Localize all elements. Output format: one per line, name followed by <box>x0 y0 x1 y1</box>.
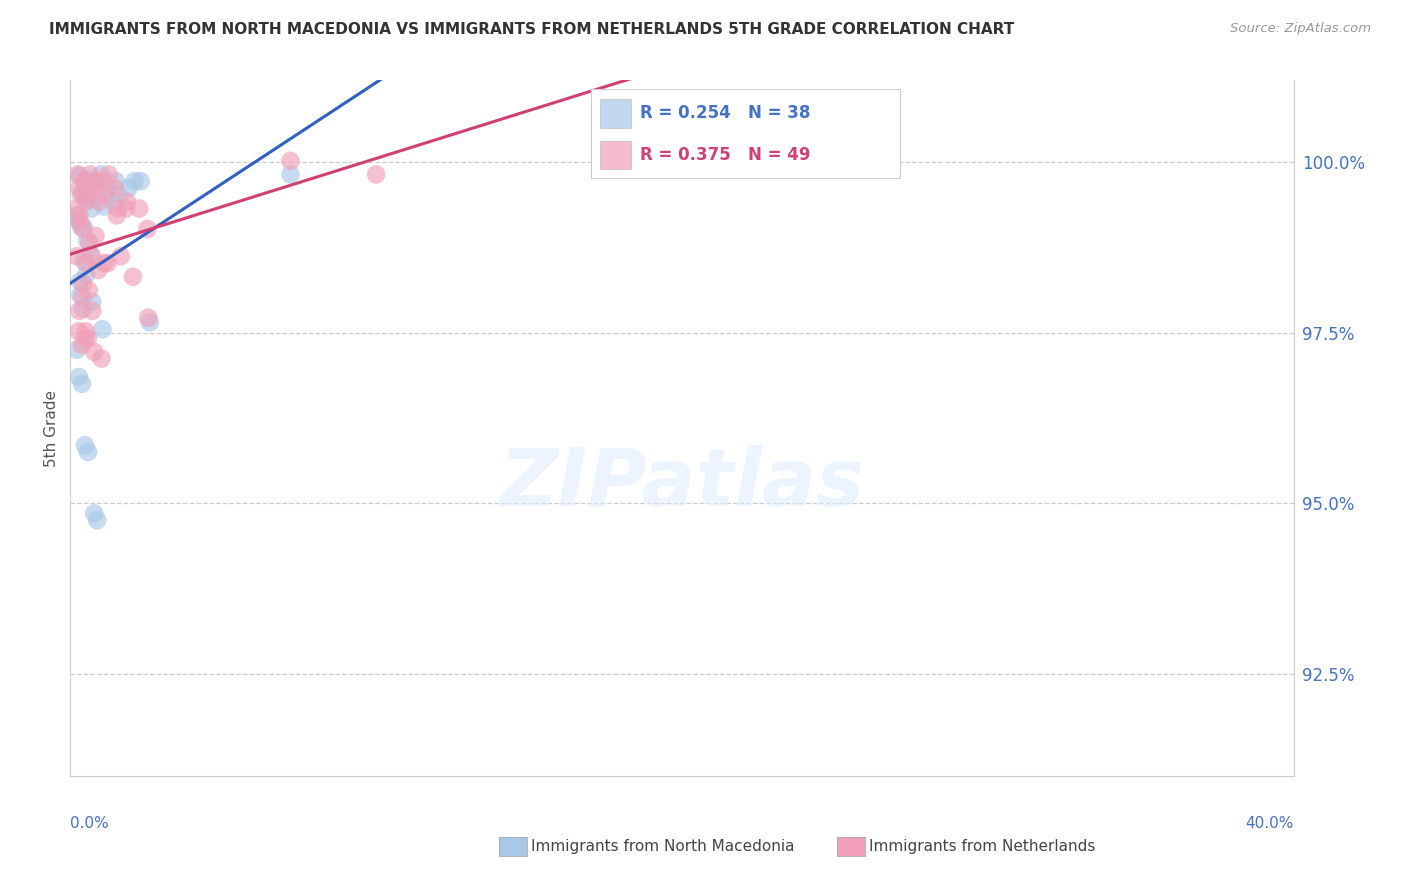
Point <box>73 254 96 268</box>
Point <box>107 202 129 216</box>
Y-axis label: 5th Grade: 5th Grade <box>44 390 59 467</box>
Point <box>79 168 101 182</box>
Point <box>72 277 94 291</box>
Point <box>77 284 100 298</box>
Point <box>136 310 159 325</box>
Point <box>80 202 103 216</box>
Point <box>73 331 96 345</box>
Point <box>108 187 131 202</box>
Point <box>82 249 104 263</box>
Point <box>75 194 97 209</box>
Point <box>65 202 87 216</box>
Point <box>66 168 89 182</box>
Point <box>69 288 91 302</box>
Point <box>86 513 108 527</box>
Point <box>73 438 96 452</box>
Text: Source: ZipAtlas.com: Source: ZipAtlas.com <box>1230 22 1371 36</box>
Point <box>280 153 302 168</box>
Point <box>67 324 90 338</box>
Point <box>366 168 388 182</box>
Point <box>89 194 111 209</box>
Point <box>70 187 93 202</box>
Point <box>93 199 115 213</box>
Point <box>93 256 115 270</box>
Point <box>97 168 120 182</box>
Point <box>87 187 110 202</box>
Point <box>70 376 93 391</box>
Point <box>101 194 124 209</box>
Point <box>72 219 94 234</box>
Point <box>72 186 94 200</box>
Point <box>75 324 97 338</box>
Point <box>91 174 114 188</box>
Point <box>77 193 100 207</box>
Point <box>129 174 152 188</box>
Point <box>84 174 107 188</box>
Text: ZIPatlas: ZIPatlas <box>499 445 865 523</box>
Bar <box>600 141 631 169</box>
Point <box>105 208 128 222</box>
Point <box>90 168 112 182</box>
Point <box>70 338 93 352</box>
Point <box>82 295 104 310</box>
Text: 40.0%: 40.0% <box>1246 816 1294 831</box>
Point <box>66 249 89 263</box>
Point <box>69 303 91 318</box>
Point <box>65 208 87 222</box>
Text: 0.0%: 0.0% <box>70 816 110 831</box>
Point <box>79 247 101 261</box>
Point <box>76 234 98 248</box>
Text: Immigrants from Netherlands: Immigrants from Netherlands <box>869 839 1095 854</box>
Point <box>91 322 114 336</box>
Point <box>83 344 105 359</box>
Point <box>75 256 97 270</box>
Point <box>77 235 100 250</box>
Point <box>83 174 105 188</box>
Point <box>82 181 104 195</box>
Point <box>87 263 110 277</box>
Bar <box>600 99 631 128</box>
Point <box>67 370 90 384</box>
Text: IMMIGRANTS FROM NORTH MACEDONIA VS IMMIGRANTS FROM NETHERLANDS 5TH GRADE CORRELA: IMMIGRANTS FROM NORTH MACEDONIA VS IMMIG… <box>49 22 1015 37</box>
Point <box>124 174 146 188</box>
Point <box>128 202 150 216</box>
Point <box>110 249 132 263</box>
Point <box>122 269 145 284</box>
Text: R = 0.254   N = 38: R = 0.254 N = 38 <box>640 104 810 122</box>
Text: Immigrants from North Macedonia: Immigrants from North Macedonia <box>531 839 794 854</box>
Point <box>72 290 94 304</box>
Point <box>72 301 94 316</box>
Point <box>97 256 120 270</box>
Point <box>83 507 105 521</box>
Point <box>82 303 104 318</box>
Point <box>72 222 94 236</box>
Point <box>69 208 91 222</box>
Point <box>96 179 118 194</box>
Point <box>139 315 162 329</box>
Point <box>136 222 159 236</box>
Point <box>90 351 112 366</box>
Point <box>84 228 107 243</box>
Point <box>69 275 91 289</box>
Point <box>69 215 91 229</box>
Point <box>70 219 93 234</box>
Point <box>75 268 97 282</box>
Point <box>77 331 100 345</box>
Text: R = 0.375   N = 49: R = 0.375 N = 49 <box>640 146 810 164</box>
Point <box>94 187 117 202</box>
Point <box>66 343 89 357</box>
Point <box>115 202 138 216</box>
Point <box>75 172 97 186</box>
Point <box>77 445 100 459</box>
Point <box>73 174 96 188</box>
Point <box>105 174 128 188</box>
Point <box>117 181 139 195</box>
Point <box>66 213 89 227</box>
Point <box>104 181 127 195</box>
Point <box>280 168 302 182</box>
Point <box>115 194 138 209</box>
Point <box>76 187 98 202</box>
Point <box>69 169 91 183</box>
Point <box>69 181 91 195</box>
